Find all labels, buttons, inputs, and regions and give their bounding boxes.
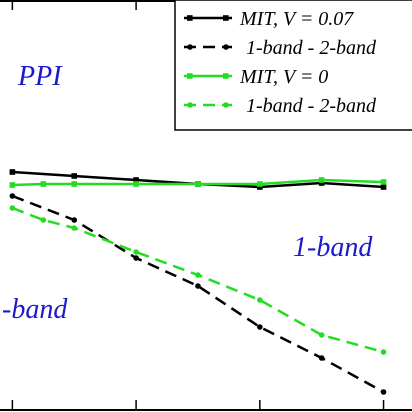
point xyxy=(40,181,47,187)
point xyxy=(9,182,16,188)
point xyxy=(257,324,263,330)
point xyxy=(71,225,78,231)
point xyxy=(318,177,325,183)
series-line xyxy=(12,178,384,187)
legend-label: MIT, V = 0.07 xyxy=(239,8,354,30)
point xyxy=(133,177,139,183)
point xyxy=(40,217,47,223)
point xyxy=(133,181,139,187)
point xyxy=(380,184,387,190)
point xyxy=(318,332,325,338)
point xyxy=(380,179,387,185)
legend-marker xyxy=(223,15,229,21)
legend-marker xyxy=(187,15,193,21)
legend-marker xyxy=(187,44,193,50)
legend-box xyxy=(174,0,412,131)
annotation: PPI xyxy=(17,61,63,92)
point xyxy=(9,193,16,199)
series-line xyxy=(11,206,384,354)
point xyxy=(380,389,387,395)
point xyxy=(9,205,16,211)
point xyxy=(318,180,325,186)
point xyxy=(257,181,263,187)
legend-label: MIT, V = 0 xyxy=(239,66,328,88)
point xyxy=(195,181,201,187)
point xyxy=(9,169,16,175)
point xyxy=(195,283,201,289)
legend-marker xyxy=(223,73,229,79)
point xyxy=(133,255,139,261)
legend-label: 1-band - 2-band xyxy=(246,95,377,117)
point xyxy=(257,184,263,190)
legend-marker xyxy=(223,44,229,50)
point xyxy=(318,355,325,361)
point xyxy=(133,249,139,255)
legend-marker xyxy=(223,102,229,108)
legend-marker xyxy=(187,102,193,108)
annotation: -band xyxy=(2,294,68,325)
point xyxy=(71,217,78,223)
point xyxy=(71,181,78,187)
legend-label: 1-band - 2-band xyxy=(246,37,377,59)
point xyxy=(380,349,387,355)
point xyxy=(71,173,78,179)
point xyxy=(195,272,201,278)
point xyxy=(257,297,263,303)
legend-marker xyxy=(187,73,193,79)
annotation: 1-band xyxy=(293,232,373,263)
